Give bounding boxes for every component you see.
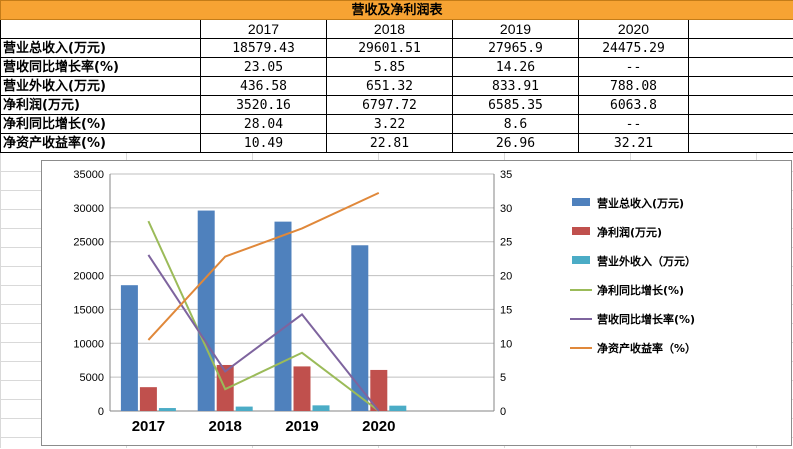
year-header-2018[interactable]: 2018 [327,20,453,39]
table-cell[interactable]: 3.22 [327,115,453,134]
legend-label: 营收同比增长率(%) [597,312,695,326]
combo-chart[interactable]: 35000 30000 25000 20000 15000 10000 5000 0 35 30 2… [41,160,792,446]
year-header-2019[interactable]: 2019 [453,20,579,39]
row-label[interactable]: 营业外收入(万元) [1,77,201,96]
table-cell[interactable]: 22.81 [327,134,453,153]
table-cell[interactable]: 32.21 [579,134,689,153]
blank-cell[interactable] [689,77,793,96]
y2-tick-label: 25 [500,237,512,249]
legend-label: 净资产收益率（%） [597,341,696,355]
table-cell[interactable]: 27965.9 [453,39,579,58]
y-tick-label: 10000 [73,338,104,350]
row-label[interactable]: 营收同比增长率(%) [1,58,201,77]
y2-tick-label: 30 [500,203,512,215]
bar-2018-2 [236,407,253,411]
table-cell[interactable]: 24475.29 [579,39,689,58]
table-cell[interactable]: 26.96 [453,134,579,153]
y-tick-label: 25000 [73,237,104,249]
series-line-1 [148,255,378,411]
legend-label: 营业总收入(万元) [597,196,684,210]
row-label[interactable]: 营业总收入(万元) [1,39,201,58]
y-tick-label: 5000 [80,372,104,384]
bar-2020-2 [389,406,406,411]
table-cell[interactable]: 8.6 [453,115,579,134]
table-cell[interactable]: 6063.8 [579,96,689,115]
table-cell[interactable]: 6585.35 [453,96,579,115]
chart-svg: 35000 30000 25000 20000 15000 10000 5000 0 35 30 2… [42,161,791,445]
legend-swatch [572,227,590,235]
y-tick-label: 35000 [73,169,104,181]
table-cell[interactable]: 29601.51 [327,39,453,58]
table-cell[interactable]: 833.91 [453,77,579,96]
bar-2017-1 [140,387,157,411]
table-cell[interactable]: 6797.72 [327,96,453,115]
table-title[interactable]: 营收及净利润表 [1,1,793,20]
y-tick-label: 30000 [73,203,104,215]
legend-label: 净利同比增长(%) [597,283,684,297]
table-cell[interactable]: 28.04 [201,115,327,134]
legend-swatch [572,198,590,206]
table-cell[interactable]: -- [579,58,689,77]
x-tick-label: 2020 [362,418,395,435]
bar-2017-2 [159,408,176,411]
series-line-0 [148,221,378,411]
y2-tick-label: 5 [500,372,506,384]
legend-label: 营业外收入（万元） [597,254,696,268]
y-tick-label: 0 [98,406,104,418]
bar-2019-1 [294,366,311,411]
y2-tick-label: 20 [500,271,512,283]
table-cell[interactable]: -- [579,115,689,134]
bar-2019-0 [275,222,292,411]
y2-tick-label: 15 [500,304,512,316]
table-cell[interactable]: 436.58 [201,77,327,96]
table-cell[interactable]: 3520.16 [201,96,327,115]
header-empty-cell[interactable] [1,20,201,39]
bar-2019-2 [313,405,330,411]
blank-cell[interactable] [689,134,793,153]
bar-2017-0 [121,285,138,411]
blank-cell[interactable] [689,115,793,134]
table-cell[interactable]: 5.85 [327,58,453,77]
blank-cell[interactable] [689,96,793,115]
table-cell[interactable]: 10.49 [201,134,327,153]
row-label[interactable]: 净利同比增长(%) [1,115,201,134]
year-header-2017[interactable]: 2017 [201,20,327,39]
table-cell[interactable]: 18579.43 [201,39,327,58]
y2-tick-label: 10 [500,338,512,350]
series-line-2 [148,193,378,340]
x-tick-label: 2018 [209,418,242,435]
row-label[interactable]: 净利润(万元) [1,96,201,115]
table-cell[interactable]: 14.26 [453,58,579,77]
year-header-2020[interactable]: 2020 [579,20,689,39]
legend-label: 净利润(万元) [597,225,662,239]
x-tick-label: 2017 [132,418,165,435]
x-tick-label: 2019 [285,418,318,435]
blank-cell[interactable] [689,58,793,77]
y2-tick-label: 35 [500,169,512,181]
table-cell[interactable]: 23.05 [201,58,327,77]
legend-swatch [572,256,590,264]
table-cell[interactable]: 788.08 [579,77,689,96]
row-label[interactable]: 净资产收益率(%) [1,134,201,153]
y-tick-label: 15000 [73,304,104,316]
y2-tick-label: 0 [500,406,506,418]
blank-cell[interactable] [689,39,793,58]
table-cell[interactable]: 651.32 [327,77,453,96]
blank-cell[interactable] [689,20,793,39]
y-tick-label: 20000 [73,271,104,283]
bar-2018-0 [198,211,215,411]
